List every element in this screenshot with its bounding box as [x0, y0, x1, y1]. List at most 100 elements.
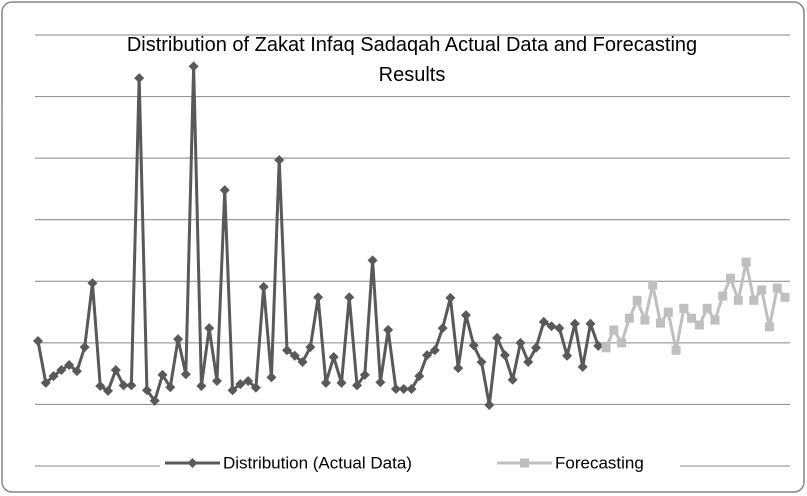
data-point — [235, 379, 246, 390]
data-point — [617, 338, 627, 348]
data-point — [632, 295, 642, 305]
data-point — [71, 366, 82, 377]
data-point — [569, 318, 580, 329]
data-point — [320, 377, 331, 388]
data-point — [250, 382, 261, 393]
data-point — [149, 395, 160, 406]
data-point — [507, 374, 518, 385]
data-point — [577, 361, 588, 372]
data-point — [764, 322, 774, 332]
data-point — [562, 350, 573, 361]
data-point — [663, 307, 673, 317]
data-point — [103, 385, 114, 396]
data-point — [196, 380, 207, 391]
data-point — [48, 371, 59, 382]
data-point — [56, 364, 67, 375]
data-point — [87, 278, 98, 289]
data-point — [445, 292, 456, 303]
data-point — [188, 61, 199, 72]
data-point — [313, 292, 324, 303]
data-point — [141, 385, 152, 396]
data-point — [515, 337, 526, 348]
chart-title: Distribution of Zakat Infaq Sadaqah Actu… — [126, 34, 698, 86]
data-point — [266, 372, 277, 383]
data-point — [749, 295, 759, 305]
data-point — [110, 364, 121, 375]
legend-marker — [520, 458, 529, 468]
legend: Distribution (Actual Data) Forecasting — [160, 452, 680, 476]
data-point — [741, 257, 751, 267]
data-point — [437, 323, 448, 334]
data-point — [554, 323, 565, 334]
data-point — [429, 345, 440, 356]
data-point — [484, 400, 495, 411]
data-point — [359, 369, 370, 380]
data-point — [679, 303, 689, 313]
data-point — [624, 313, 634, 323]
data-point — [33, 336, 43, 347]
data-point — [718, 291, 728, 301]
legend-marker — [187, 458, 198, 468]
data-point — [601, 343, 611, 353]
data-point — [585, 318, 596, 329]
data-point — [219, 185, 230, 196]
data-point — [134, 73, 145, 84]
data-point — [687, 313, 697, 323]
data-point — [476, 356, 487, 367]
data-point — [352, 380, 363, 391]
data-point — [118, 380, 129, 391]
data-point — [227, 385, 238, 396]
data-point — [95, 380, 106, 391]
data-point — [282, 345, 292, 356]
data-point — [383, 324, 394, 335]
data-point — [609, 325, 619, 335]
data-point — [492, 332, 503, 343]
data-point — [499, 350, 510, 361]
data-point — [204, 323, 215, 334]
data-point — [468, 340, 479, 351]
data-point — [375, 377, 386, 388]
data-point — [367, 255, 378, 266]
data-point — [531, 342, 541, 353]
data-point — [64, 360, 75, 371]
data-point — [305, 342, 316, 353]
data-point — [336, 377, 347, 388]
data-point — [640, 315, 650, 325]
data-point — [79, 342, 90, 353]
data-point — [258, 281, 269, 292]
data-point — [328, 352, 339, 363]
data-point — [780, 292, 790, 302]
data-point — [733, 295, 743, 305]
data-point — [344, 292, 355, 303]
data-point — [538, 316, 549, 327]
data-point — [546, 321, 557, 332]
data-point — [726, 273, 736, 283]
data-point — [289, 350, 300, 361]
data-point — [710, 315, 720, 325]
data-point — [414, 371, 425, 382]
data-point — [523, 356, 534, 367]
data-point — [671, 345, 681, 355]
data-point — [398, 384, 409, 395]
data-point — [772, 283, 782, 293]
data-point — [694, 320, 704, 330]
data-point — [390, 384, 401, 395]
legend-background — [160, 452, 680, 476]
data-point — [274, 154, 285, 165]
data-point — [173, 334, 184, 345]
legend-label: Forecasting — [555, 453, 644, 472]
legend-label: Distribution (Actual Data) — [223, 453, 412, 472]
data-point — [593, 340, 604, 351]
data-point — [157, 369, 168, 380]
data-point — [757, 285, 767, 295]
data-point — [406, 384, 417, 395]
data-point — [656, 318, 665, 328]
data-point — [453, 363, 464, 374]
data-point — [422, 350, 433, 361]
data-point — [702, 303, 712, 313]
data-point — [40, 377, 51, 388]
data-point — [180, 369, 191, 380]
data-point — [460, 310, 471, 321]
